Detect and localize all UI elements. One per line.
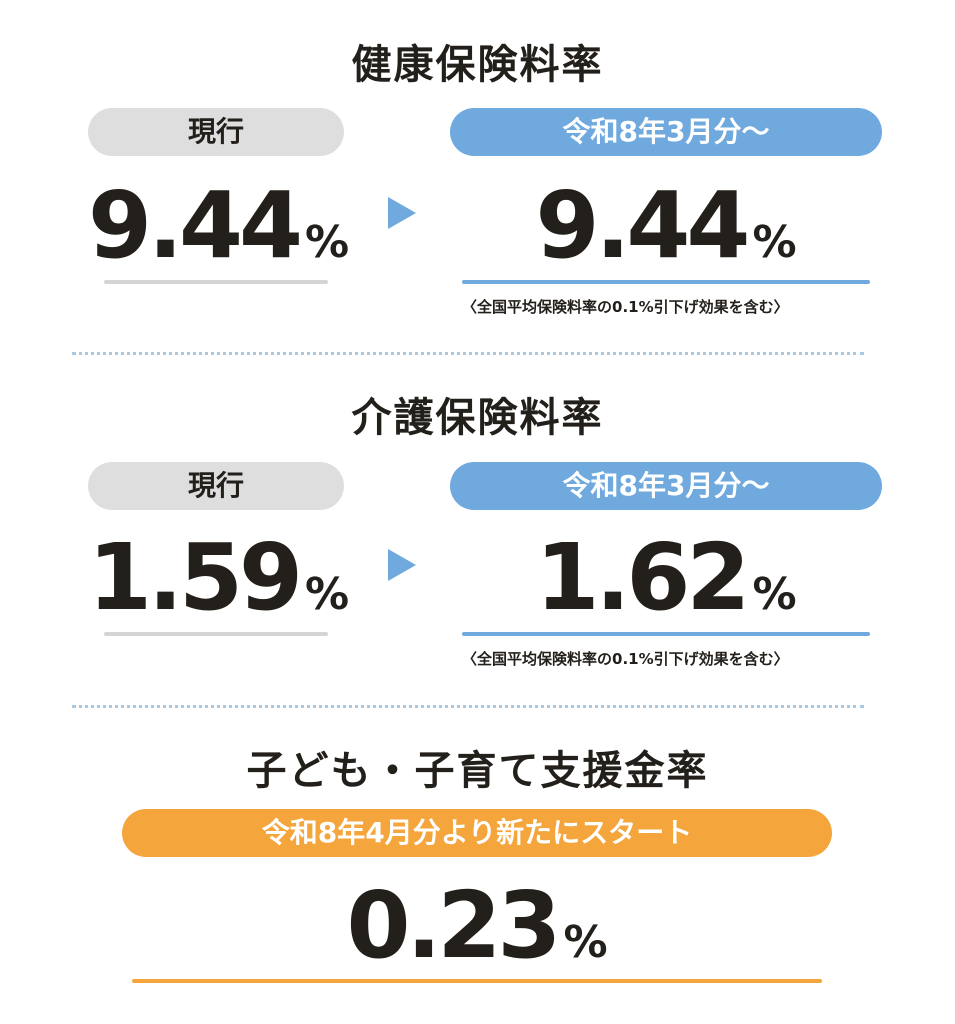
care-insurance-title: 介護保険料率 [351, 395, 604, 441]
care-current-label: 現行 [88, 462, 344, 510]
health-new-period-label: 令和8年3月分〜 [450, 108, 882, 156]
care-new-rate: 1.62% [450, 532, 882, 624]
care-new-value: 1.62 [535, 524, 750, 631]
health-note: 〈全国平均保険料率の0.1%引下げ効果を含む〉 [462, 298, 789, 316]
child-support-rate: 0.23% [122, 880, 832, 972]
section-divider [72, 352, 864, 355]
percent-unit: % [563, 917, 608, 968]
care-new-period-label: 令和8年3月分〜 [450, 462, 882, 510]
health-current-underline [104, 280, 328, 284]
care-note: 〈全国平均保険料率の0.1%引下げ効果を含む〉 [462, 650, 789, 668]
care-new-underline [462, 632, 870, 636]
health-new-underline [462, 280, 870, 284]
care-current-value: 1.59 [88, 524, 303, 631]
percent-unit: % [752, 217, 797, 268]
child-support-title: 子ども・子育て支援金率 [246, 748, 709, 794]
arrow-right-icon [388, 197, 416, 229]
percent-unit: % [305, 217, 350, 268]
percent-unit: % [305, 569, 350, 620]
child-underline [132, 979, 822, 983]
health-insurance-title: 健康保険料率 [351, 42, 604, 88]
section-divider [72, 705, 864, 708]
child-support-value: 0.23 [346, 872, 561, 979]
health-current-label: 現行 [88, 108, 344, 156]
care-current-rate: 1.59% [88, 532, 349, 624]
child-start-label: 令和8年4月分より新たにスタート [122, 809, 832, 857]
health-new-value: 9.44 [535, 172, 750, 279]
care-current-underline [104, 632, 328, 636]
health-new-rate: 9.44% [450, 180, 882, 272]
health-current-rate: 9.44% [88, 180, 349, 272]
arrow-right-icon [388, 549, 416, 581]
health-current-value: 9.44 [88, 172, 303, 279]
percent-unit: % [752, 569, 797, 620]
